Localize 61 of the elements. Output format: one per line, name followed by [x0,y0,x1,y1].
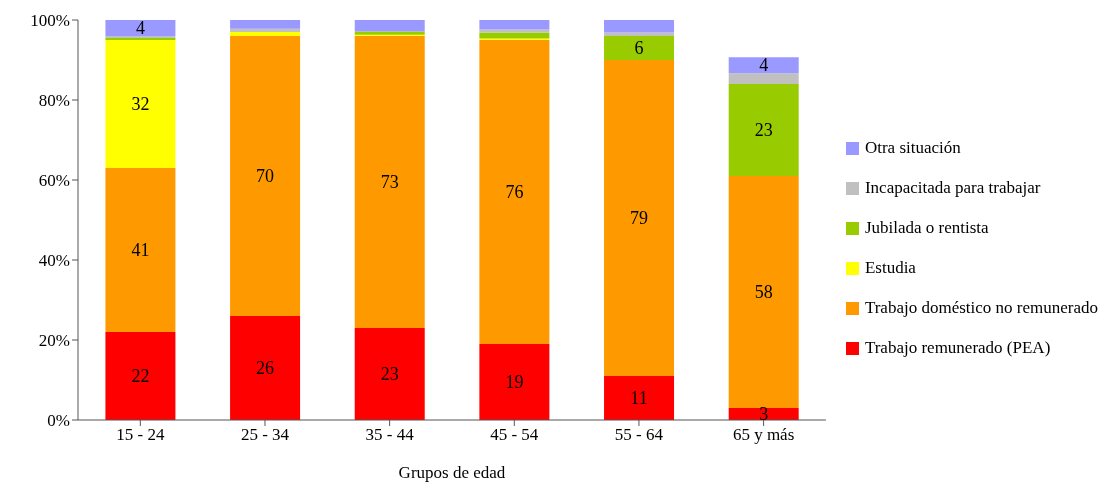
bar [604,20,675,33]
bar [105,332,176,420]
data-label: 73 [380,172,399,192]
bar [354,328,425,420]
y-tick-label: 100% [30,11,70,31]
bar [354,36,425,328]
data-label: 41 [131,240,150,260]
data-label: 22 [131,366,150,386]
bar [604,60,675,376]
bar [230,36,301,316]
bar [230,28,301,32]
data-label: 4 [135,18,145,38]
data-label: 4 [759,55,769,76]
bar [230,32,301,36]
x-tick-label: 65 y más [732,425,795,445]
bar [604,36,675,60]
bar [479,40,550,344]
data-label: 23 [754,120,773,140]
y-tick-label: 0% [47,411,70,431]
legend-label: Incapacitada para trabajar [864,178,1041,198]
bar [728,176,799,408]
x-axis-title: Grupos de edad [398,463,506,482]
data-label: 58 [754,282,773,302]
bar [105,40,176,168]
data-label: 11 [630,388,648,408]
legend-label: Otra situación [864,138,961,158]
data-label: 32 [131,94,150,114]
data-label: 19 [505,372,524,392]
y-tick-label: 60% [38,171,70,191]
bar [604,376,675,420]
y-tick-label: 20% [38,331,70,351]
bar [728,84,799,176]
bar [230,20,301,29]
legend-label: Jubilada o rentista [864,218,989,238]
y-tick-label: 40% [38,251,70,271]
x-tick-label: 55 - 64 [614,425,664,445]
data-label: 23 [380,364,399,384]
legend-label: Trabajo doméstico no remunerado [864,298,1098,318]
x-tick-label: 45 - 54 [490,425,539,445]
legend-label: Trabajo remunerado (PEA) [864,338,1051,358]
legend-label: Estudia [864,258,916,278]
bar [728,73,799,84]
data-label: 79 [630,208,649,228]
bar [354,20,425,32]
bar [105,168,176,332]
data-label: 26 [256,358,275,378]
bar [479,20,550,30]
data-label: 3 [759,404,769,424]
y-tick-label: 80% [38,91,70,111]
bar [604,32,675,36]
x-tick-label: 25 - 34 [240,425,290,445]
bar [479,344,550,420]
data-label: 76 [505,182,524,202]
data-label: 70 [256,166,275,186]
bar [105,20,176,36]
data-label: 6 [634,38,644,58]
bar [230,316,301,420]
x-tick-label: 15 - 24 [116,425,165,445]
x-tick-label: 35 - 44 [365,425,415,445]
bar [479,32,550,39]
bar [728,57,799,74]
